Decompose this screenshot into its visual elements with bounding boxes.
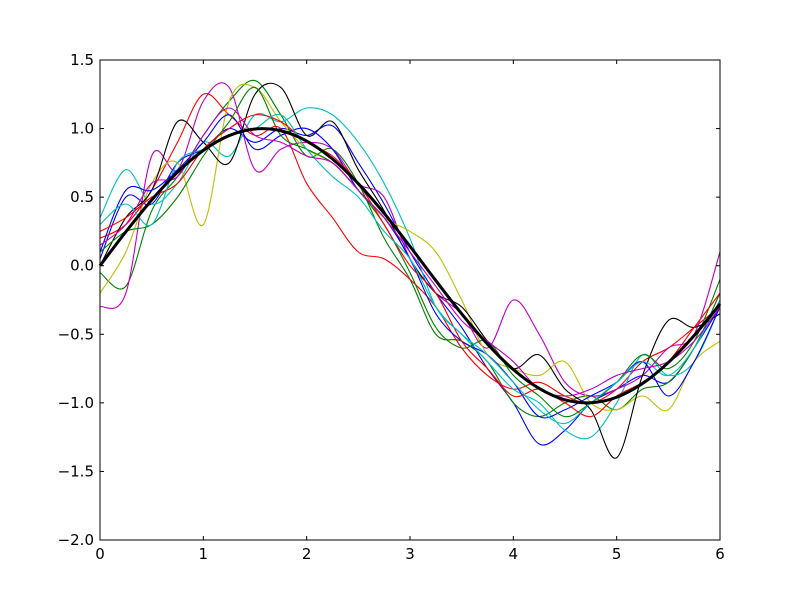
series-layer: [98, 79, 722, 459]
x-tick-label: 4: [509, 545, 519, 563]
series-line-12: [99, 107, 721, 397]
y-tick-label: −2.0: [58, 531, 94, 549]
series-line-7: [99, 82, 721, 459]
x-tick-label: 1: [199, 545, 209, 563]
y-tick-label: −1.0: [58, 394, 94, 412]
x-tick-label: 0: [95, 545, 105, 563]
y-tick-label: 0.0: [70, 257, 94, 275]
x-tick-label: 3: [405, 545, 415, 563]
y-tick-label: −0.5: [58, 325, 94, 343]
y-tick-label: 0.5: [70, 188, 94, 206]
plot-area-frame: [99, 59, 721, 541]
tick-labels: 0 1 2 3 4 5 6 −2.0 −1.5 −1.0 −0.5 0.0 0.5 1.0 1.5: [58, 51, 725, 563]
series-line-6: [99, 83, 721, 412]
x-tick-label: 6: [715, 545, 725, 563]
series-line-mean: [98, 127, 722, 405]
y-tick-label: 1.0: [70, 120, 94, 138]
y-tick-label: −1.5: [58, 462, 94, 480]
y-tick-label: 1.5: [70, 51, 94, 69]
x-tick-label: 2: [302, 545, 312, 563]
x-tick-label: 5: [612, 545, 622, 563]
series-line-11: [99, 113, 721, 424]
axis-ticks: [99, 59, 721, 541]
